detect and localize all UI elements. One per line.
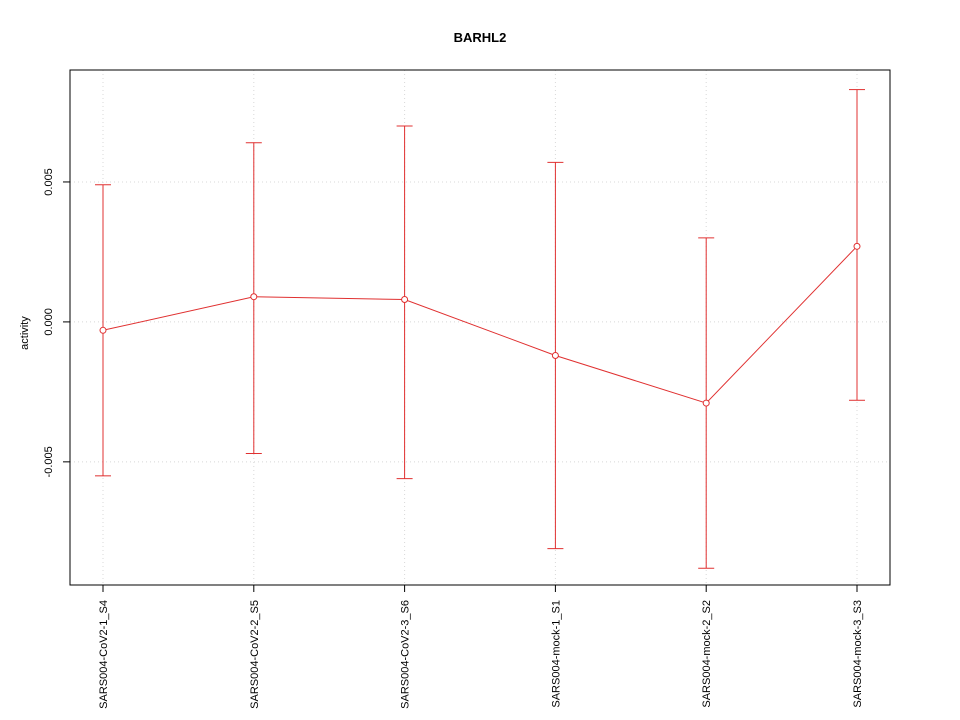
- x-tick-label: SARS004-CoV2-1_S4: [98, 600, 110, 709]
- data-point-marker: [551, 351, 559, 359]
- x-tick-label: SARS004-mock-3_S3: [852, 600, 864, 708]
- series-line: [102, 245, 858, 404]
- y-tick-label: -0.005: [43, 446, 55, 477]
- data-point-marker: [401, 296, 409, 304]
- chart-title: BARHL2: [453, 30, 507, 45]
- x-tick-label: SARS004-CoV2-2_S5: [249, 600, 261, 709]
- x-tick-label: SARS004-CoV2-3_S6: [400, 600, 412, 709]
- x-tick-label: SARS004-mock-2_S2: [701, 600, 713, 708]
- data-point-marker: [99, 326, 107, 334]
- x-tick-label: SARS004-mock-1_S1: [550, 600, 562, 708]
- y-tick-label: 0.005: [43, 168, 55, 196]
- data-point-marker: [702, 399, 710, 407]
- y-tick-label: 0.000: [43, 308, 55, 336]
- data-point-marker: [853, 242, 861, 250]
- plot-border: [69, 69, 891, 586]
- data-point-marker: [250, 293, 258, 301]
